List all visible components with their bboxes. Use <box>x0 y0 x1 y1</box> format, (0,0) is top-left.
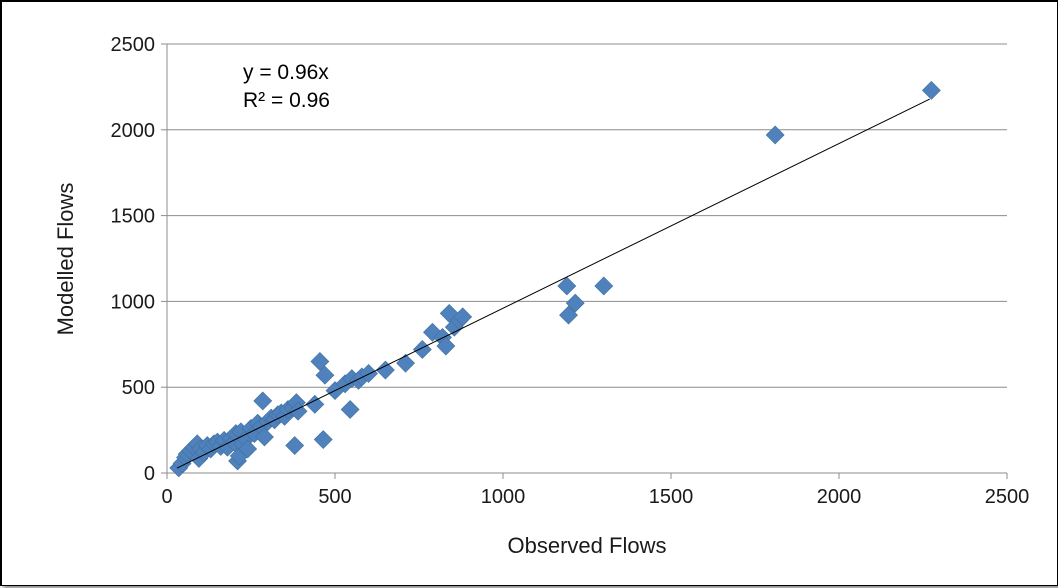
y-tick-label: 0 <box>144 463 155 485</box>
data-point <box>765 125 785 145</box>
data-point <box>253 391 273 411</box>
x-tick-label: 2000 <box>817 486 862 508</box>
data-point <box>559 305 578 325</box>
x-tick-label: 0 <box>161 486 172 508</box>
y-tick-label: 1500 <box>111 206 156 228</box>
data-point <box>310 352 330 371</box>
y-tick-labels: 0 500 1000 1500 2000 2500 <box>111 34 156 485</box>
x-tick-label: 500 <box>318 486 351 508</box>
trendline-group <box>176 98 930 469</box>
data-point <box>557 276 577 296</box>
data-point <box>255 427 274 447</box>
data-point <box>305 394 325 414</box>
x-tick-label: 1000 <box>481 486 526 508</box>
data-points <box>169 80 941 478</box>
x-axis-title: Observed Flows <box>508 533 667 558</box>
data-point <box>412 340 432 359</box>
y-tick-label: 2000 <box>111 120 156 142</box>
data-point <box>315 365 335 385</box>
x-tick-label: 1500 <box>649 486 694 508</box>
trendline <box>176 98 930 469</box>
x-tick-label: 2500 <box>985 486 1030 508</box>
data-point <box>359 364 379 383</box>
data-point <box>375 360 395 380</box>
data-point <box>340 400 360 419</box>
data-point <box>594 276 614 296</box>
y-tick-label: 500 <box>122 377 155 399</box>
data-point <box>285 436 305 455</box>
trendline-equation: y = 0.96x <box>243 61 329 84</box>
data-point <box>238 439 258 459</box>
data-point <box>436 336 456 356</box>
r-squared-label: R² = 0.96 <box>243 89 330 112</box>
y-axis-title: Modelled Flows <box>53 183 78 336</box>
data-point <box>565 293 585 313</box>
y-tick-label: 1000 <box>111 291 156 313</box>
x-tick-labels: 0 500 1000 1500 2000 2500 <box>161 486 1029 508</box>
data-point <box>313 430 333 449</box>
axes <box>161 43 1008 479</box>
data-point <box>396 353 415 373</box>
data-point <box>921 80 941 100</box>
data-point <box>453 307 473 327</box>
y-tick-label: 2500 <box>111 34 156 56</box>
